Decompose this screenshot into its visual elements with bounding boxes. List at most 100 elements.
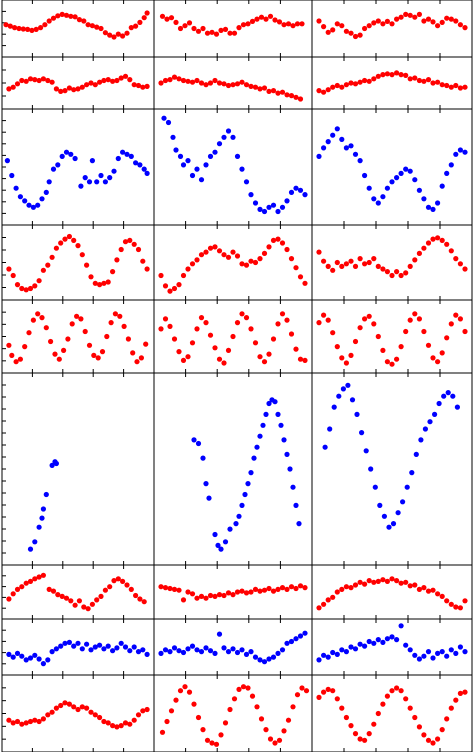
- data-point: [9, 172, 15, 179]
- data-point: [141, 166, 147, 172]
- data-point: [36, 77, 42, 84]
- panel-r5-c2: [311, 372, 473, 566]
- data-point: [288, 93, 295, 99]
- data-point: [340, 386, 346, 392]
- data-point: [407, 263, 413, 269]
- data-point: [165, 119, 172, 126]
- data-point: [177, 153, 184, 159]
- data-point: [221, 592, 227, 599]
- data-point: [457, 644, 463, 650]
- data-point: [334, 259, 340, 266]
- data-point: [331, 404, 337, 410]
- data-point: [421, 585, 427, 591]
- data-point: [343, 82, 349, 88]
- data-point: [49, 79, 55, 85]
- data-point: [27, 718, 34, 725]
- data-point: [266, 244, 272, 250]
- data-point: [173, 697, 179, 703]
- data-point: [20, 26, 26, 32]
- data-point: [362, 172, 368, 179]
- data-point: [248, 83, 254, 89]
- data-point: [316, 153, 322, 159]
- data-point: [293, 265, 299, 271]
- data-point: [19, 285, 25, 292]
- data-point: [218, 732, 224, 738]
- data-point: [416, 316, 422, 322]
- data-point: [234, 253, 241, 259]
- data-point: [384, 71, 390, 77]
- data-point: [207, 332, 214, 338]
- data-point: [430, 19, 436, 25]
- data-point: [72, 602, 78, 608]
- data-point: [284, 640, 290, 646]
- data-point: [275, 650, 281, 657]
- data-point: [115, 576, 121, 582]
- data-point: [110, 78, 116, 84]
- data-point: [348, 585, 354, 591]
- data-point: [412, 257, 418, 263]
- data-point: [239, 502, 245, 508]
- data-point: [79, 252, 85, 258]
- data-point: [124, 30, 130, 36]
- panel-frame: [153, 108, 313, 226]
- data-point: [39, 515, 45, 521]
- data-point: [444, 598, 450, 604]
- data-point: [180, 597, 187, 603]
- data-point: [236, 25, 242, 31]
- data-point: [435, 79, 441, 85]
- data-point: [343, 360, 349, 366]
- data-point: [55, 13, 61, 19]
- data-point: [389, 272, 395, 279]
- data-point: [339, 355, 345, 361]
- data-point: [398, 170, 404, 176]
- data-point: [114, 645, 120, 651]
- data-point: [158, 80, 164, 86]
- data-point: [231, 696, 238, 702]
- data-point: [334, 344, 340, 350]
- data-point: [127, 648, 133, 654]
- data-point: [32, 539, 38, 545]
- data-point: [112, 311, 118, 317]
- data-point: [462, 328, 468, 335]
- data-point: [72, 14, 78, 20]
- data-point: [448, 601, 454, 607]
- data-point: [386, 524, 392, 530]
- data-point: [330, 330, 336, 336]
- data-point: [375, 18, 381, 24]
- data-point: [32, 283, 38, 289]
- data-point: [191, 701, 197, 707]
- data-point: [189, 340, 196, 346]
- data-point: [284, 198, 290, 204]
- data-point: [339, 84, 345, 90]
- data-point: [162, 585, 169, 591]
- data-point: [23, 720, 29, 726]
- data-point: [118, 75, 124, 81]
- data-point: [279, 204, 286, 210]
- data-point: [435, 235, 441, 241]
- data-point: [357, 641, 363, 647]
- data-point: [230, 249, 236, 255]
- data-point: [62, 236, 68, 242]
- data-point: [252, 259, 259, 266]
- data-point: [372, 484, 378, 490]
- data-point: [81, 604, 87, 610]
- data-point: [242, 491, 248, 498]
- data-point: [198, 177, 205, 183]
- data-point: [215, 542, 221, 549]
- data-point: [140, 258, 146, 264]
- data-point: [243, 651, 250, 658]
- data-point: [348, 723, 354, 729]
- data-point: [421, 653, 427, 659]
- data-point: [343, 261, 349, 267]
- data-point: [267, 736, 274, 742]
- data-point: [171, 74, 178, 80]
- data-point: [176, 349, 182, 355]
- data-point: [218, 546, 224, 552]
- data-point: [171, 285, 178, 292]
- data-point: [107, 175, 113, 181]
- data-point: [101, 646, 107, 652]
- data-point: [111, 34, 117, 40]
- data-point: [371, 76, 377, 82]
- data-point: [281, 22, 287, 28]
- data-point: [185, 266, 191, 272]
